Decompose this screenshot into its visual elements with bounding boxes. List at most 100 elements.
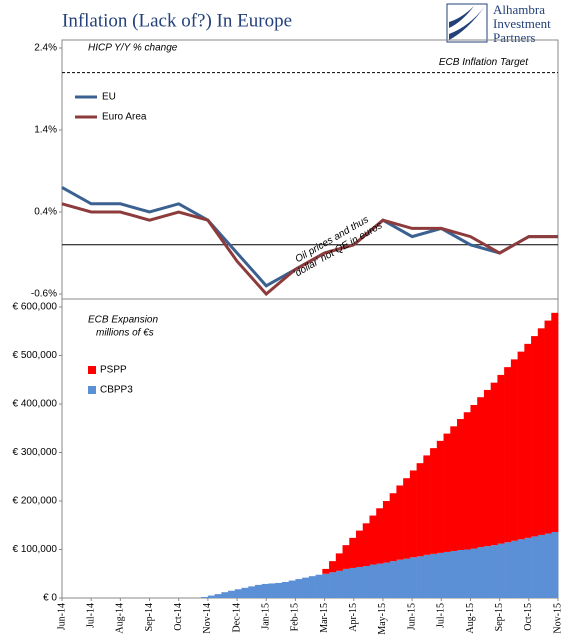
bar-segment (537, 328, 545, 535)
bar-segment (463, 549, 471, 598)
bar-segment (376, 563, 384, 598)
logo: Alhambra Investment Partners (446, 2, 551, 45)
x-tick-label: Feb-15 (290, 603, 301, 631)
bar-segment (382, 501, 390, 563)
bar-segment (524, 343, 532, 538)
bar-segment (308, 576, 316, 598)
bar-segment (510, 540, 518, 598)
bar-segment (349, 567, 357, 598)
bar-segment (295, 579, 303, 598)
bar-segment (470, 404, 478, 549)
bar-segment (436, 552, 444, 598)
bar-segment (504, 367, 512, 543)
x-tick-label: Apr-15 (348, 603, 359, 632)
logo-text: Alhambra (493, 2, 545, 17)
bar-segment (255, 584, 263, 598)
y-tick-label: € 400,000 (13, 399, 58, 410)
bar-segment (349, 537, 357, 568)
line-series (61, 202, 558, 297)
bar-segment (551, 532, 559, 598)
subtitle: millions of €s (96, 328, 154, 339)
bar-segment (396, 485, 404, 560)
bar-segment (234, 589, 242, 598)
bar-segment (430, 553, 438, 598)
bar-segment (470, 548, 478, 598)
bar-segment (423, 554, 431, 598)
bar-segment (207, 595, 215, 598)
bar-segment (504, 542, 512, 598)
bar-segment (450, 550, 458, 598)
y-tick-label: € 0 (43, 593, 57, 604)
bar-segment (281, 581, 289, 598)
legend-label: Euro Area (102, 112, 147, 123)
y-tick-label: € 500,000 (13, 350, 58, 361)
bar-segment (483, 389, 491, 547)
bar-segment (483, 546, 491, 598)
bar-segment (524, 537, 532, 598)
y-tick-label: 1.4% (34, 125, 57, 136)
chart-title: Inflation (Lack of?) In Europe (62, 10, 292, 31)
bar-segment (537, 534, 545, 598)
bar-segment (389, 493, 397, 562)
bar-segment (409, 557, 417, 598)
x-tick-label: Nov-14 (202, 603, 213, 634)
bar-segment (335, 570, 343, 598)
bar-segment (288, 580, 296, 598)
y-tick-label: € 100,000 (13, 544, 58, 555)
bar-segment (423, 455, 431, 555)
logo-text: Investment (493, 16, 551, 31)
bar-segment (261, 583, 269, 598)
bar-segment (457, 549, 465, 598)
bar-segment (450, 426, 458, 551)
bar-segment (369, 564, 377, 598)
bar-segment (329, 561, 337, 573)
bar-segment (248, 586, 256, 598)
y-tick-label: € 600,000 (13, 302, 58, 313)
x-tick-label: Sep-14 (144, 603, 155, 631)
logo-text: Partners (493, 30, 536, 45)
bar-segment (382, 562, 390, 598)
bar-segment (477, 547, 485, 598)
bar-segment (531, 336, 539, 537)
bar-segment (416, 556, 424, 598)
bar-segment (443, 433, 451, 552)
bar-segment (329, 572, 337, 598)
bar-segment (497, 543, 505, 598)
subtitle: ECB Expansion (88, 315, 158, 326)
bar-segment (463, 412, 471, 550)
x-tick-label: Nov-15 (552, 603, 563, 634)
x-tick-label: Dec-14 (231, 603, 242, 632)
x-tick-label: Sep-15 (494, 603, 505, 631)
x-tick-label: Oct-15 (523, 603, 534, 631)
bar-segment (544, 320, 552, 534)
bar-segment (510, 359, 518, 541)
bar-segment (369, 515, 377, 565)
legend-label: PSPP (100, 365, 127, 376)
x-tick-label: Aug-14 (115, 603, 126, 634)
x-tick-label: Aug-15 (465, 603, 476, 634)
bar-segment (490, 382, 498, 546)
bar-segment (443, 551, 451, 598)
bar-segment (322, 573, 330, 598)
bar-segment (490, 545, 498, 598)
legend-swatch (88, 366, 96, 374)
bar-segment (342, 545, 350, 569)
subtitle: HICP Y/Y % change (88, 43, 178, 54)
bar-segment (376, 508, 384, 564)
bar-segment (201, 597, 209, 598)
bar-segment (477, 397, 485, 548)
bar-segment (302, 577, 310, 598)
bar-segment (275, 582, 283, 598)
bar-segment (315, 574, 323, 598)
bar-segment (403, 558, 411, 598)
y-tick-label: -0.6% (31, 289, 57, 300)
legend-label: CBPP3 (100, 385, 133, 396)
y-tick-label: 0.4% (34, 207, 57, 218)
bar-segment (396, 559, 404, 598)
target-label: ECB Inflation Target (439, 57, 529, 68)
bar-segment (457, 419, 465, 550)
bar-segment (436, 440, 444, 553)
bar-segment (362, 565, 370, 598)
y-tick-label: 2.4% (34, 43, 57, 54)
x-tick-label: Jul-14 (85, 603, 96, 628)
